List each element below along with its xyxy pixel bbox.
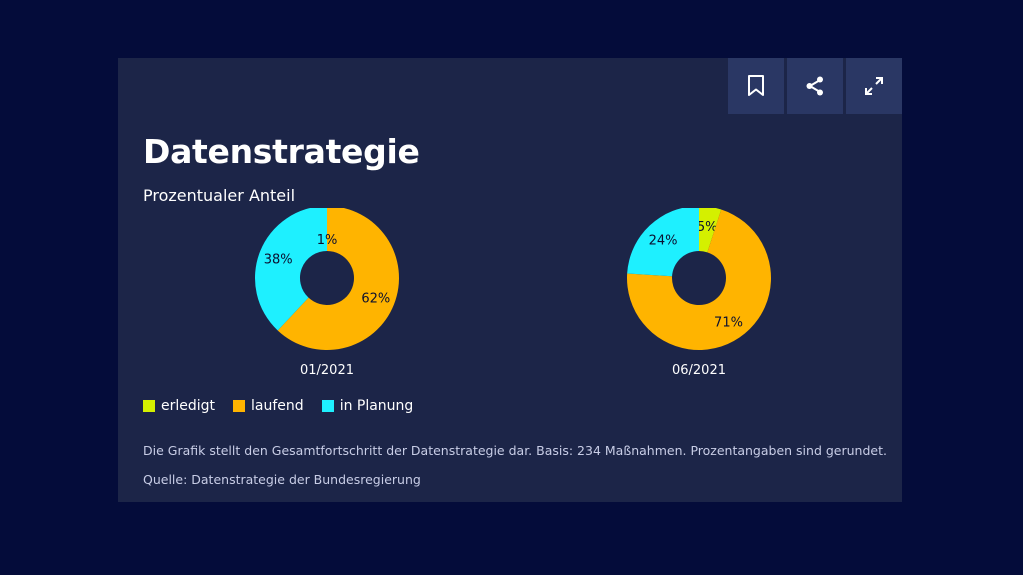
legend-item: laufend	[233, 398, 304, 414]
donut-slice-laufend	[627, 209, 771, 351]
legend-label: laufend	[251, 398, 304, 414]
slice-value-label: 5%	[697, 220, 718, 235]
legend-swatch	[143, 400, 155, 412]
donut-slice-erledigt	[699, 208, 722, 253]
legend-item: in Planung	[321, 398, 414, 414]
legend-label: erledigt	[161, 398, 216, 414]
slice-value-label: 71%	[714, 315, 743, 330]
legend: erledigt laufend in Planung	[143, 398, 413, 414]
slice-value-label: 38%	[264, 253, 293, 268]
legend-swatch	[233, 400, 246, 412]
bookmark-icon	[748, 75, 764, 96]
donut-slice-in-planung	[255, 208, 327, 331]
donut-charts: 62% 38% 1% 01/2021 5% 71% 24% 06/2021	[255, 208, 771, 378]
slice-value-label: 62%	[361, 291, 390, 306]
donut-slice-laufend	[277, 208, 399, 350]
fullscreen-button[interactable]	[846, 58, 902, 114]
chart-source: Quelle: Datenstrategie der Bundesregieru…	[143, 472, 421, 487]
chart-title: Datenstrategie	[143, 132, 420, 171]
legend-item: erledigt	[143, 398, 215, 414]
share-button[interactable]	[787, 58, 843, 114]
slice-value-label: 1%	[317, 233, 338, 248]
toolbar	[728, 58, 902, 114]
bookmark-button[interactable]	[728, 58, 784, 114]
period-label: 06/2021	[672, 363, 726, 378]
expand-icon	[865, 77, 883, 95]
chart-description: Die Grafik stellt den Gesamtfortschritt …	[143, 443, 887, 458]
donut-slice-in-planung	[627, 208, 699, 277]
period-label: 01/2021	[300, 363, 354, 378]
chart-card: Datenstrategie Prozentualer Anteil 62% 38…	[118, 58, 902, 502]
slice-value-label: 24%	[649, 234, 678, 249]
share-icon	[806, 76, 823, 96]
legend-swatch	[321, 400, 334, 412]
chart-subtitle: Prozentualer Anteil	[143, 186, 296, 205]
legend-label: in Planung	[339, 398, 414, 414]
